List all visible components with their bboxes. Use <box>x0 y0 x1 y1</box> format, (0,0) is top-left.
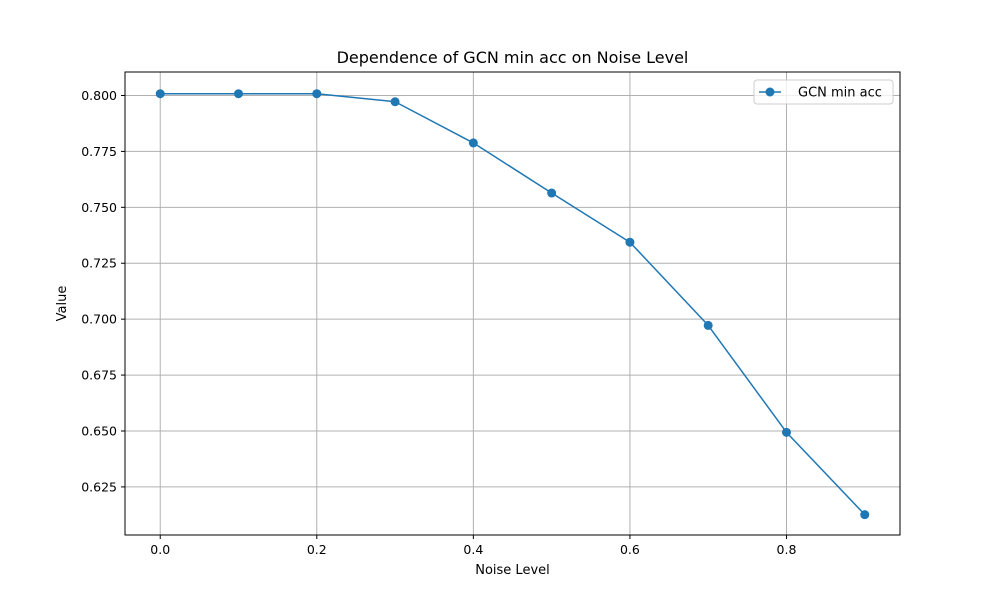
x-tick-label: 0.8 <box>777 542 797 557</box>
y-tick-label: 0.625 <box>81 479 117 494</box>
x-axis-label: Noise Level <box>475 563 550 578</box>
y-tick-label: 0.725 <box>81 256 117 271</box>
y-tick-label: 0.675 <box>81 368 117 383</box>
x-tick-label: 0.0 <box>150 542 170 557</box>
y-tick-label: 0.700 <box>81 312 117 327</box>
chart-title: Dependence of GCN min acc on Noise Level <box>337 48 689 67</box>
data-point <box>781 427 791 437</box>
data-point <box>860 510 870 520</box>
y-tick-label: 0.775 <box>81 144 117 159</box>
x-tick-label: 0.2 <box>307 542 327 557</box>
x-tick-label: 0.6 <box>620 542 640 557</box>
legend-box <box>753 79 894 105</box>
x-tick-label: 0.4 <box>463 542 483 557</box>
data-point <box>312 89 322 99</box>
legend-entry-gcn-min-acc: GCN min acc <box>798 86 882 101</box>
legend: GCN min acc <box>753 79 894 105</box>
y-tick-label: 0.650 <box>81 423 117 438</box>
plot-frame <box>124 71 901 536</box>
y-tick-label: 0.800 <box>81 88 117 103</box>
series-line <box>160 92 866 516</box>
y-axis-label: Value <box>55 286 70 322</box>
data-point <box>703 320 713 330</box>
series <box>155 89 870 520</box>
grid <box>125 72 900 535</box>
data-point <box>155 89 165 99</box>
data-point <box>625 237 635 247</box>
data-point <box>547 188 557 198</box>
axis-ticks: 0.0 0.2 0.4 0.6 0.8 0.625 0.650 0.675 0.700 0.725… <box>81 88 796 557</box>
data-point <box>468 138 478 148</box>
y-tick-label: 0.750 <box>81 200 117 215</box>
legend-marker-swatch <box>765 87 775 97</box>
data-point <box>390 97 400 107</box>
data-point <box>234 89 244 99</box>
